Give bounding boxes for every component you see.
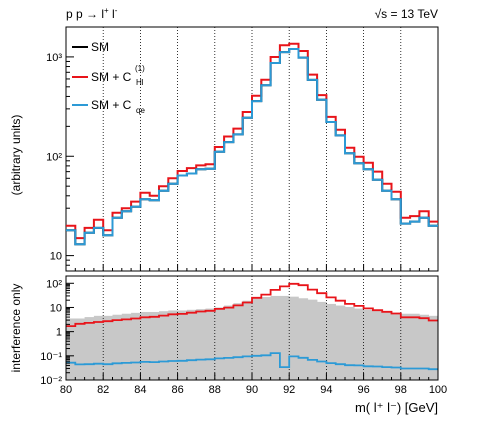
band-bar [233, 303, 243, 380]
top-y-axis-label: (arbitrary units) [9, 115, 23, 196]
band-bar [103, 315, 113, 380]
band-bar [279, 295, 290, 380]
band-bar [196, 309, 206, 380]
legend-chl-sup: (1) [135, 64, 145, 73]
bottom-gridlines [102, 276, 402, 380]
band-bar [149, 311, 160, 380]
top-series [66, 42, 438, 246]
band-bar [298, 298, 309, 380]
y-tick-label: 1 [56, 327, 62, 339]
band-bar [261, 297, 271, 380]
band-bar [363, 309, 374, 380]
band-bar [326, 303, 336, 380]
band-bar [168, 310, 178, 380]
x-tick-label: 94 [320, 384, 332, 396]
x-tick-label: 90 [246, 384, 258, 396]
x-tick-label: 92 [283, 384, 295, 396]
band-bar [131, 312, 141, 380]
band-bar [214, 307, 225, 380]
band-bar [93, 315, 104, 380]
bottom-y-axis-label: interference only [9, 284, 23, 373]
legend-chl-label: SM + C [91, 70, 132, 84]
band-bar [224, 305, 234, 380]
chl-interference-line [66, 282, 438, 327]
band-bar [159, 311, 169, 380]
cqe-interference-line [66, 352, 438, 371]
band-bar [317, 301, 327, 380]
top-gridlines [102, 27, 402, 271]
band-bar [428, 315, 439, 380]
process-title: p p → l+ l- [66, 6, 118, 21]
y-tick-label: 10⁻¹ [40, 351, 62, 363]
x-tick-label: 100 [429, 384, 447, 396]
y-tick-label: 10 [50, 302, 62, 314]
legend: SM SM + C (1) Hl SM + C qe [72, 40, 145, 115]
legend-chl-sub: Hl [136, 78, 144, 87]
bottom-series [66, 282, 438, 371]
band-bar [75, 318, 85, 380]
band-bar [307, 299, 318, 380]
legend-cqe-label: SM + C [91, 98, 132, 112]
band-bar [335, 305, 346, 380]
band-bar [84, 317, 95, 380]
bottom-y-ticks: 10⁻² 10⁻¹ 1 10 10² [40, 275, 74, 387]
band-bar [140, 311, 150, 380]
legend-sm-label: SM [91, 40, 109, 54]
x-tick-label: 98 [395, 384, 407, 396]
y-tick-label: 10² [46, 278, 62, 290]
legend-cqe-sub: qe [136, 106, 145, 115]
x-axis-label: m( l⁺ l⁻) [GeV] [355, 400, 438, 415]
band-bar [205, 308, 216, 380]
band-bar [270, 295, 281, 380]
band-bar [345, 306, 355, 380]
top-y-ticks: 10 10² 10³ [46, 26, 74, 272]
band-bar [252, 298, 262, 380]
y-tick-label: 10² [46, 151, 62, 163]
cqe-histogram [66, 48, 438, 246]
y-tick-label: 10⁻² [40, 375, 62, 387]
band-bar [66, 318, 76, 380]
x-tick-label: 96 [357, 384, 369, 396]
x-tick-label: 82 [97, 384, 109, 396]
band-bar [410, 313, 420, 380]
band-bar [112, 314, 123, 380]
band-bar [391, 312, 402, 380]
x-tick-label: 84 [134, 384, 146, 396]
band-bar [177, 310, 188, 380]
y-tick-label: 10³ [46, 52, 62, 64]
band-bar [121, 313, 132, 380]
top-panel: 10 10² 10³ (arbitrary units) SM SM + C (1)… [9, 26, 439, 272]
band-bar [419, 314, 429, 380]
band-bar [382, 311, 392, 380]
x-tick-label: 86 [171, 384, 183, 396]
x-tick-label: 88 [209, 384, 221, 396]
band-bar [400, 313, 411, 380]
band-bar [186, 309, 197, 380]
top-x-ticks [65, 264, 439, 271]
y-tick-label: 10 [50, 251, 62, 263]
band-bar [242, 300, 253, 380]
band-bar [354, 308, 364, 380]
energy-label: √s = 13 TeV [375, 7, 438, 21]
band-bar [372, 310, 383, 380]
interference-band [66, 295, 439, 380]
bottom-x-ticks: 80 82 84 86 88 90 92 94 96 98 100 [60, 373, 447, 396]
bottom-panel: 10⁻² 10⁻¹ 1 10 10² 80 82 84 86 88 90 92 94 96 98 100 i… [9, 275, 447, 415]
band-bar [289, 296, 299, 380]
x-tick-label: 80 [60, 384, 72, 396]
